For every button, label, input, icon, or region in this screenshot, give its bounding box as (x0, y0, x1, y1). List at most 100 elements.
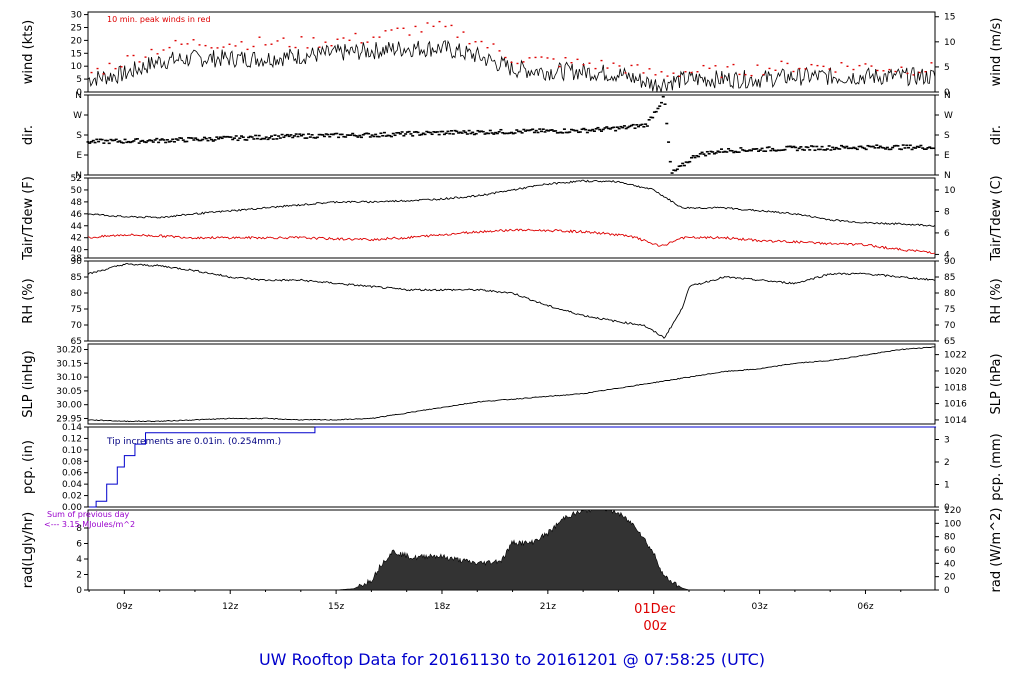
right-tick-label: 80 (944, 289, 956, 299)
left-tick-label: 0 (76, 586, 82, 596)
series-rh (87, 263, 936, 339)
left-tick-label: N (75, 91, 82, 101)
left-tick-label: S (76, 131, 82, 141)
left-tick-label: 38 (71, 254, 83, 264)
right-tick-label: 8 (944, 207, 950, 217)
right-tick-label: 6 (944, 229, 950, 239)
series-wind-avg (87, 40, 936, 93)
left-tick-label: 48 (71, 198, 83, 208)
right-tick-label: 1016 (944, 400, 967, 410)
right-tick-label: 1022 (944, 351, 967, 361)
left-tick-label: 65 (71, 337, 82, 347)
left-tick-label: 0.14 (62, 423, 82, 433)
rad-annotation-line1: Sum of previous day (47, 510, 129, 519)
x-tick-label: 03z (752, 602, 768, 612)
left-tick-label: 44 (71, 222, 83, 232)
panel-frame (87, 343, 936, 425)
right-tick-label: 4 (944, 250, 950, 260)
panel-wind: 0 5 10 15 20 25 30 0 5 10 15 wind (kts) wind (m/s) 10… (21, 11, 1004, 98)
left-tick-label: 90 (71, 257, 83, 267)
right-axis-label: pcp. (mm) (989, 433, 1004, 500)
left-tick-label: W (73, 111, 82, 121)
chart-title: UW Rooftop Data for 20161130 to 20161201… (259, 650, 765, 669)
left-tick-label: 42 (71, 234, 82, 244)
right-tick-label: 90 (944, 257, 956, 267)
x-tick-label: 09z (116, 602, 132, 612)
series-tdew (87, 228, 936, 254)
pcp-annotation: Tip increments are 0.01in. (0.254mm.) (106, 437, 281, 447)
series-rad (336, 509, 690, 591)
left-tick-label: 40 (71, 246, 83, 256)
right-tick-label: 80 (944, 533, 956, 543)
right-tick-label: 1020 (944, 367, 967, 377)
x-tick-label: 06z (857, 602, 873, 612)
series-slp (87, 346, 936, 423)
left-axis-label: pcp. (in) (21, 440, 36, 494)
right-tick-label: 1014 (944, 416, 967, 426)
panel-frame (87, 177, 936, 259)
right-axis-label: RH (%) (989, 278, 1004, 323)
left-axis-label: dir. (21, 125, 36, 145)
panel-frame (87, 94, 936, 176)
right-tick-label: 40 (944, 559, 956, 569)
right-tick-label: 3 (944, 436, 950, 446)
date-marker: 01Dec (634, 602, 676, 617)
left-axis-label: SLP (inHg) (21, 350, 36, 418)
right-tick-label: 0 (944, 88, 950, 98)
right-tick-label: 1 (944, 481, 950, 491)
left-tick-label: 0.02 (62, 492, 82, 502)
left-tick-label: 20 (71, 36, 83, 46)
right-tick-label: 60 (944, 546, 956, 556)
left-tick-label: 30.15 (56, 359, 82, 369)
left-tick-label: 30 (71, 11, 83, 21)
right-tick-label: 2 (944, 458, 950, 468)
left-tick-label: 0.10 (62, 446, 82, 456)
right-axis-label: SLP (hPa) (989, 353, 1004, 414)
right-tick-label: N (944, 91, 951, 101)
right-axis-label: Tair/Tdew (C) (989, 175, 1004, 261)
left-tick-label: 15 (71, 49, 82, 59)
wind-annotation: 10 min. peak winds in red (107, 15, 211, 24)
left-tick-label: 0.06 (62, 469, 82, 479)
right-tick-label: 120 (944, 506, 961, 516)
right-tick-label: 10 (944, 38, 956, 48)
right-tick-label: 70 (944, 321, 956, 331)
right-tick-label: 0 (944, 586, 950, 596)
left-tick-label: 25 (71, 23, 82, 33)
left-tick-label: 30.20 (56, 346, 82, 356)
left-tick-label: 29.95 (56, 414, 82, 424)
x-tick-label: 12z (222, 602, 238, 612)
date-marker-hour: 00z (643, 619, 667, 634)
series-tair (87, 179, 936, 227)
right-tick-label: 85 (944, 273, 955, 283)
x-axis: 09z 12z 15z 18z 21z 03z 06z (88, 590, 902, 612)
panel-rh: 65 70 75 80 85 90 65 70 75 80 85 90 RH (%) RH (%) (21, 257, 1004, 347)
left-axis-label: rad(Lgly/hr) (21, 512, 36, 588)
right-axis-label: dir. (989, 125, 1004, 145)
left-axis-label: RH (%) (21, 278, 36, 323)
left-tick-label: 70 (71, 321, 83, 331)
rad-annotation-line2: <--- 3.15 MJoules/m^2 (44, 520, 135, 529)
right-tick-label: 100 (944, 519, 961, 529)
left-tick-label: 0.08 (62, 457, 82, 467)
left-tick-label: 30.00 (56, 401, 82, 411)
left-tick-label: 30.05 (56, 387, 82, 397)
left-tick-label: 85 (71, 273, 82, 283)
left-tick-label: 0 (76, 88, 82, 98)
right-axis-label: wind (m/s) (989, 18, 1004, 87)
x-tick-label: 18z (434, 602, 450, 612)
panel-frame (87, 260, 936, 342)
x-tick-label: 15z (328, 602, 344, 612)
right-tick-label: 65 (944, 337, 955, 347)
x-tick-label: 21z (540, 602, 556, 612)
series-pcp (89, 426, 937, 508)
left-tick-label: E (76, 151, 82, 161)
right-tick-label: 5 (944, 63, 950, 73)
panel-slp: 29.95 30.00 30.05 30.10 30.15 30.20 1014 1016 10… (21, 343, 1004, 426)
left-tick-label: N (75, 171, 82, 181)
left-tick-label: 8 (76, 524, 82, 534)
right-tick-label: 10 (944, 186, 956, 196)
left-tick-label: 4 (76, 555, 82, 565)
